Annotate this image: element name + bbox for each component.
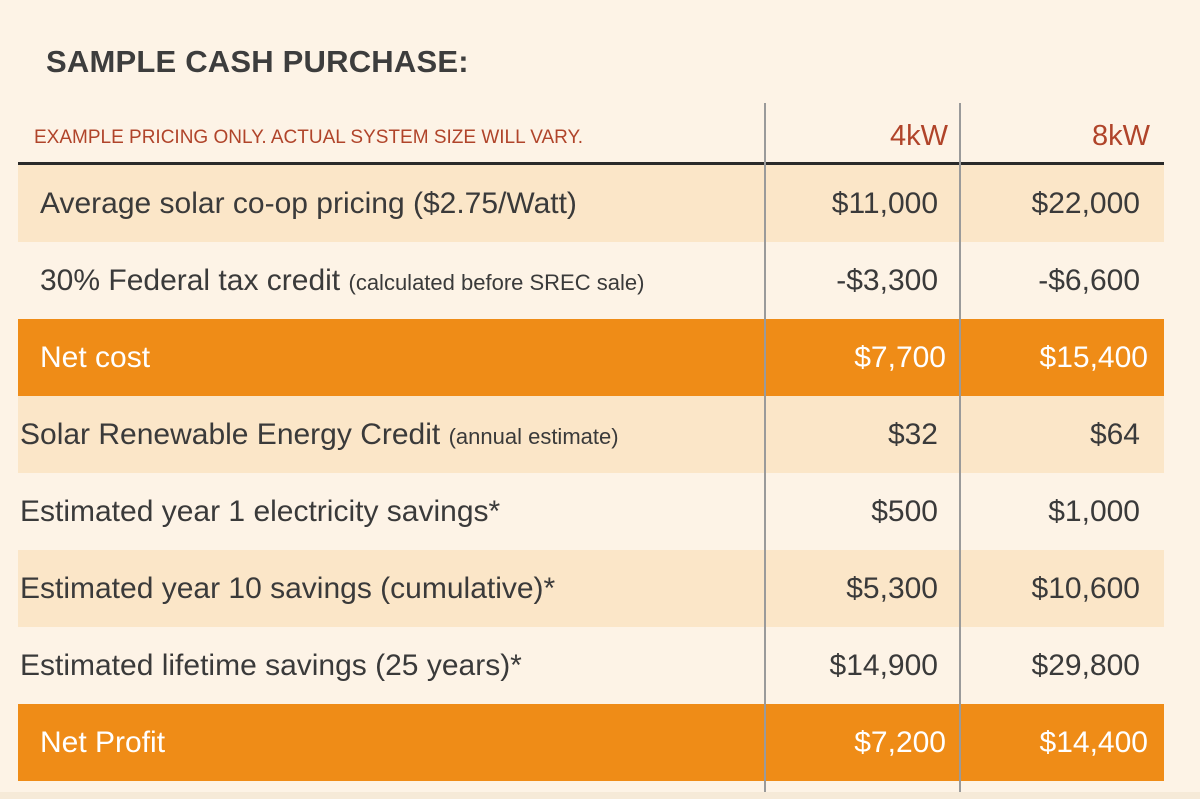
- table-row: 30% Federal tax credit (calculated befor…: [18, 242, 1164, 319]
- net-cost-row: Net cost $7,700 $15,400: [18, 319, 1164, 396]
- table-row: Estimated year 10 savings (cumulative)* …: [18, 550, 1164, 627]
- column-divider: [764, 103, 766, 793]
- column-divider: [959, 103, 961, 793]
- row-label: Net Profit: [40, 725, 166, 759]
- row-label: Estimated year 10 savings (cumulative)*: [20, 571, 556, 605]
- value-8kw: $22,000: [1031, 186, 1140, 220]
- value-4kw: $500: [871, 494, 938, 528]
- pricing-note: EXAMPLE PRICING ONLY. ACTUAL SYSTEM SIZE…: [34, 127, 584, 148]
- value-8kw: $15,400: [1039, 340, 1148, 374]
- value-4kw: $5,300: [846, 571, 938, 605]
- row-label: Net cost: [40, 340, 151, 374]
- row-label-note: (calculated before SREC sale): [348, 269, 645, 295]
- table-row: Solar Renewable Energy Credit (annual es…: [18, 396, 1164, 473]
- header-rule: [18, 162, 1164, 165]
- row-label-note: (annual estimate): [448, 423, 619, 449]
- row-label: Estimated lifetime savings (25 years)*: [20, 648, 522, 682]
- pricing-table: Average solar co-op pricing ($2.75/Watt)…: [18, 165, 1164, 781]
- value-8kw: $10,600: [1031, 571, 1140, 605]
- value-4kw: $32: [887, 417, 938, 451]
- value-4kw: $7,700: [854, 340, 946, 374]
- page-title: SAMPLE CASH PURCHASE:: [46, 44, 469, 79]
- bottom-strip: [0, 792, 1200, 799]
- column-header-8kw: 8kW: [1092, 120, 1150, 152]
- value-8kw: $1,000: [1048, 494, 1140, 528]
- value-8kw: $29,800: [1031, 648, 1140, 682]
- column-header-4kw: 4kW: [890, 120, 948, 152]
- table-row: Estimated lifetime savings (25 years)* $…: [18, 627, 1164, 704]
- value-8kw: $14,400: [1039, 725, 1148, 759]
- value-4kw: $11,000: [831, 186, 938, 220]
- row-label: Average solar co-op pricing ($2.75/Watt): [40, 186, 577, 220]
- value-8kw: -$6,600: [1038, 263, 1140, 297]
- row-label-text: 30% Federal tax credit: [40, 263, 341, 297]
- value-4kw: $14,900: [829, 648, 938, 682]
- value-4kw: $7,200: [854, 725, 946, 759]
- net-profit-row: Net Profit $7,200 $14,400: [18, 704, 1164, 781]
- table-row: Estimated year 1 electricity savings* $5…: [18, 473, 1164, 550]
- value-8kw: $64: [1089, 417, 1140, 451]
- row-label: Solar Renewable Energy Credit (annual es…: [20, 418, 619, 452]
- row-label: Estimated year 1 electricity savings*: [20, 494, 501, 528]
- row-label-text: Solar Renewable Energy Credit: [20, 417, 441, 451]
- table-row: Average solar co-op pricing ($2.75/Watt)…: [18, 165, 1164, 242]
- value-4kw: -$3,300: [836, 263, 938, 297]
- row-label: 30% Federal tax credit (calculated befor…: [40, 264, 644, 298]
